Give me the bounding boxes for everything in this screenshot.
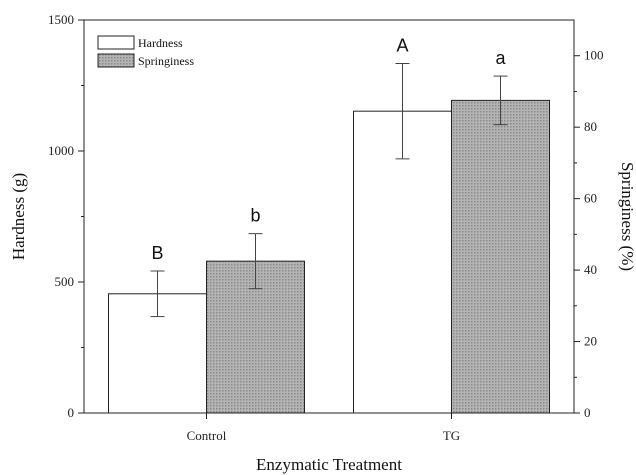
y-tick-label: 0 [68, 405, 75, 420]
bar [451, 99, 550, 414]
legend-swatch [97, 53, 135, 68]
x-axis-title: Enzymatic Treatment [256, 455, 402, 474]
y2-tick-label: 100 [584, 48, 604, 63]
legend-label: Hardness [138, 36, 183, 50]
y2-tick-label: 0 [584, 405, 591, 420]
y2-axis-title: Springiness (%) [618, 162, 636, 271]
x-tick-label: Control [187, 428, 227, 443]
y-tick-label: 1500 [48, 12, 74, 27]
significance-label: b [250, 206, 260, 226]
y-axis-title: Hardness (g) [9, 173, 28, 260]
y-tick-label: 500 [55, 274, 75, 289]
legend-label: Springiness [138, 54, 194, 68]
legend-swatch [97, 35, 135, 50]
bar [353, 110, 452, 414]
y2-tick-label: 20 [584, 334, 597, 349]
significance-label: a [495, 48, 506, 68]
y-tick-label: 1000 [48, 143, 74, 158]
significance-label: A [396, 35, 408, 55]
y2-tick-label: 60 [584, 191, 597, 206]
significance-label: B [151, 243, 163, 263]
x-tick-label: TG [443, 428, 460, 443]
y2-tick-label: 40 [584, 262, 597, 277]
plot-area: 0 500 1000 1500 0 20 40 60 80 100 Control Bb TG Aa Har… [48, 12, 604, 443]
y2-tick-label: 80 [584, 119, 597, 134]
